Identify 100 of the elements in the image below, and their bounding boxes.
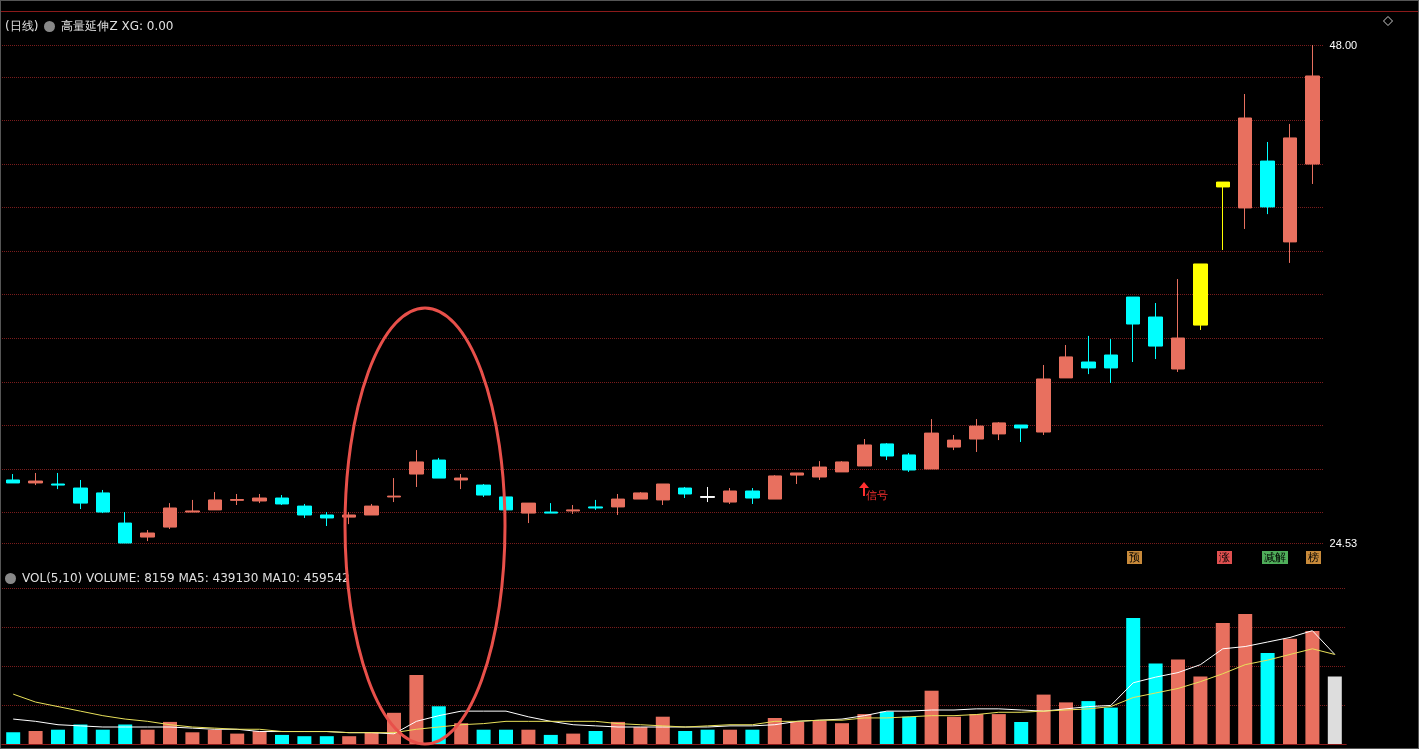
candlestick	[252, 493, 267, 504]
bar	[1036, 694, 1051, 744]
text: 榜	[1306, 551, 1322, 564]
text: 涨	[1216, 551, 1232, 564]
bar	[409, 675, 424, 744]
bar	[1126, 617, 1141, 744]
y-tick-label: 48.00	[1329, 39, 1358, 51]
bar	[476, 729, 491, 744]
candlestick	[163, 502, 177, 530]
candlestick	[1216, 181, 1230, 251]
bar	[566, 733, 581, 744]
candlestick	[790, 472, 804, 485]
bar	[51, 729, 65, 744]
bar	[297, 736, 312, 744]
candlestick	[51, 472, 65, 490]
candlestick	[454, 473, 468, 490]
bar	[275, 734, 289, 744]
bar	[723, 729, 737, 744]
candlestick	[1238, 93, 1252, 230]
candlestick	[1081, 335, 1096, 375]
chart-subtitle: 高量延伸Z XG: 0.00	[61, 18, 174, 35]
bar	[835, 723, 849, 744]
candlestick	[1059, 344, 1073, 379]
candlestick	[409, 449, 424, 488]
bar	[230, 733, 245, 744]
bar	[969, 714, 984, 744]
candlestick	[768, 474, 782, 500]
bar	[1171, 659, 1185, 744]
bar	[1305, 630, 1320, 744]
bar	[790, 721, 805, 744]
bar	[95, 729, 110, 744]
candlestick	[544, 502, 558, 514]
bar	[543, 734, 558, 744]
bar	[73, 724, 88, 744]
candlestick	[320, 511, 334, 527]
text: 减解	[1261, 551, 1288, 564]
candlestick	[1036, 364, 1051, 436]
candlestick	[611, 493, 625, 516]
bar	[588, 731, 603, 744]
bar	[140, 729, 155, 744]
bar	[319, 736, 334, 744]
bar	[700, 729, 715, 744]
bar	[924, 690, 939, 744]
candlestick	[745, 487, 760, 505]
bar	[28, 731, 43, 744]
candlestick	[1148, 302, 1163, 360]
annotation: 信号	[866, 487, 889, 503]
candlestick	[432, 457, 446, 479]
candlestick	[1014, 424, 1028, 443]
candlestick	[969, 418, 984, 453]
candlestick	[6, 473, 20, 484]
bar	[1193, 676, 1208, 744]
candlestick	[118, 511, 132, 544]
chart-title: (日线)	[5, 18, 39, 35]
bar	[185, 732, 200, 744]
candlestick	[656, 483, 670, 506]
candlestick	[1104, 338, 1118, 384]
bar	[1014, 721, 1029, 744]
candlestick	[1193, 263, 1208, 331]
bar	[1103, 707, 1118, 744]
candlestick	[230, 493, 244, 506]
bar	[252, 731, 267, 744]
bar	[633, 727, 648, 744]
candlestick	[723, 487, 737, 505]
bar	[812, 720, 827, 744]
candlestick	[902, 452, 916, 473]
bar	[521, 729, 536, 744]
bar	[745, 729, 760, 744]
candlestick	[140, 529, 155, 542]
candlestick	[880, 442, 894, 461]
candlestick	[476, 483, 491, 498]
candlestick	[387, 477, 401, 503]
candlestick	[1260, 141, 1275, 215]
candlestick	[73, 479, 88, 510]
candlestick	[96, 489, 110, 514]
bar	[902, 716, 917, 744]
bar	[1327, 676, 1342, 744]
candlestick	[1305, 44, 1320, 185]
bar	[947, 716, 961, 744]
candlestick	[364, 503, 379, 516]
bar	[342, 736, 357, 744]
bar	[207, 729, 222, 744]
candlestick	[633, 491, 648, 500]
bar	[857, 714, 872, 744]
bar	[6, 732, 21, 744]
candlestick	[275, 494, 289, 506]
bar	[1238, 614, 1253, 744]
bar	[678, 731, 693, 744]
candlestick	[208, 491, 222, 511]
bar	[1059, 702, 1073, 744]
candlestick	[992, 421, 1006, 441]
y-tick-label: 24.53	[1329, 537, 1358, 549]
bar	[1081, 701, 1096, 744]
bar	[1260, 653, 1275, 744]
candlestick	[185, 499, 200, 513]
candlestick	[566, 504, 580, 515]
bar	[767, 718, 782, 744]
candlestick	[700, 486, 715, 503]
candlestick	[588, 499, 603, 511]
bar	[1215, 623, 1230, 744]
